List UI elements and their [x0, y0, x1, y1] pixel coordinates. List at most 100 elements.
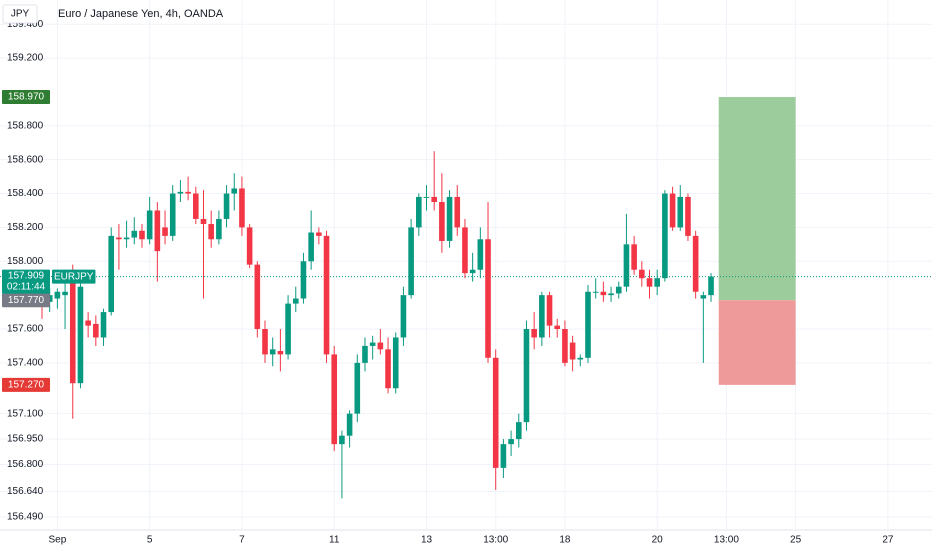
labels: 159.400 159.200 158.800 158.600 158.400 158.2…: [2, 19, 894, 546]
candle-body: [477, 239, 484, 270]
candle-body: [600, 291, 607, 296]
candle-body: [254, 264, 261, 330]
candle-body: [685, 196, 691, 236]
candle-body: [116, 237, 122, 240]
x-tick-label: 7: [239, 535, 245, 546]
candle-body: [277, 351, 284, 355]
candle-body: [292, 298, 299, 304]
candle-body: [485, 239, 491, 358]
candle-body: [200, 218, 207, 225]
candle-body: [369, 342, 376, 346]
y-tick-label: 158.200: [7, 222, 44, 233]
y-tick-label: 156.800: [7, 459, 44, 470]
candle-body: [669, 193, 676, 228]
currency[interactable]: JPY: [11, 9, 30, 20]
x-tick-label: 13:00: [714, 535, 739, 546]
candle-body: [392, 337, 399, 389]
candle-body: [123, 237, 130, 240]
last-price: 157.909: [8, 270, 45, 281]
x-tick-label: 27: [882, 535, 894, 546]
candle-body: [316, 232, 322, 236]
candle-body: [423, 196, 430, 198]
y-tick-label: 156.640: [7, 486, 44, 497]
candle-body: [246, 227, 253, 265]
candle-body: [308, 232, 314, 262]
symbol-box: [52, 269, 96, 284]
x-tick-label: 20: [652, 535, 664, 546]
candle-body: [700, 295, 707, 299]
candle-body: [639, 269, 645, 279]
price-label: 158.970: [8, 92, 45, 103]
candle-body: [546, 295, 553, 326]
candle-body: [416, 196, 422, 228]
currency-box[interactable]: [2, 4, 38, 24]
candle-body: [377, 342, 384, 350]
candle-body: [339, 435, 345, 445]
stop-zone: [718, 300, 796, 385]
y-tick-label: 159.400: [7, 19, 44, 30]
candle-body: [146, 210, 153, 240]
x-tick-label: 13: [421, 535, 433, 546]
candle-body: [539, 295, 545, 338]
candle-body: [223, 193, 230, 219]
candle-body: [346, 413, 353, 436]
candle-body: [77, 286, 84, 384]
candle-body: [54, 291, 61, 299]
candle-body: [154, 210, 161, 252]
candle-body: [231, 188, 238, 194]
candle-body: [446, 196, 453, 241]
candle-body: [577, 357, 584, 360]
candle-body: [85, 320, 91, 326]
candle-body: [269, 349, 276, 355]
candle-body: [139, 230, 145, 240]
candle-body: [331, 354, 338, 445]
plot: [0, 97, 932, 499]
price-label-box: [2, 377, 50, 392]
candle-body: [385, 349, 391, 389]
candle-body: [323, 235, 330, 355]
candle-body: [531, 329, 537, 338]
candle-body: [93, 323, 99, 338]
countdown: 02:11:44: [7, 281, 46, 292]
last-price-box: [2, 269, 50, 294]
candle-body: [439, 202, 445, 241]
candle-body: [62, 291, 68, 296]
target-zone: [718, 97, 796, 301]
x-tick-label: 25: [790, 535, 802, 546]
candle-body: [515, 422, 522, 440]
candle-body: [623, 244, 630, 287]
candle-body: [469, 269, 476, 274]
candle-body: [162, 227, 168, 236]
candle-body: [554, 325, 561, 330]
candle-body: [208, 224, 214, 240]
candle-body: [562, 329, 568, 363]
candle-body: [185, 191, 191, 194]
candle-body: [569, 342, 576, 360]
y-tick-label: 158.800: [7, 120, 44, 131]
y-tick-label: 156.950: [7, 434, 44, 445]
y-tick-label: 157.100: [7, 408, 44, 419]
chart-title: Euro / Japanese Yen, 4h, OANDA: [58, 8, 224, 20]
candle-body: [262, 329, 268, 355]
candle-body: [462, 227, 468, 274]
candle-body: [454, 196, 461, 228]
candle-body: [408, 227, 414, 296]
candle-body: [608, 293, 614, 296]
x-tick-label: Sep: [48, 535, 66, 546]
candle-body: [354, 362, 361, 414]
y-tick-label: 159.200: [7, 53, 44, 64]
price-label-box: [2, 90, 50, 105]
x-tick-label: 11: [329, 535, 340, 546]
x-tick-label: 13:00: [483, 535, 508, 546]
candle-body: [285, 303, 291, 355]
candle-body: [631, 244, 637, 270]
candle-body: [592, 291, 599, 293]
candle-body: [300, 261, 307, 299]
candle-body: [169, 193, 176, 236]
candle-body: [677, 196, 684, 228]
price-label: 157.770: [8, 295, 45, 306]
y-tick-label: 158.600: [7, 154, 44, 165]
candle-body: [500, 444, 507, 468]
candle-body: [69, 269, 76, 384]
